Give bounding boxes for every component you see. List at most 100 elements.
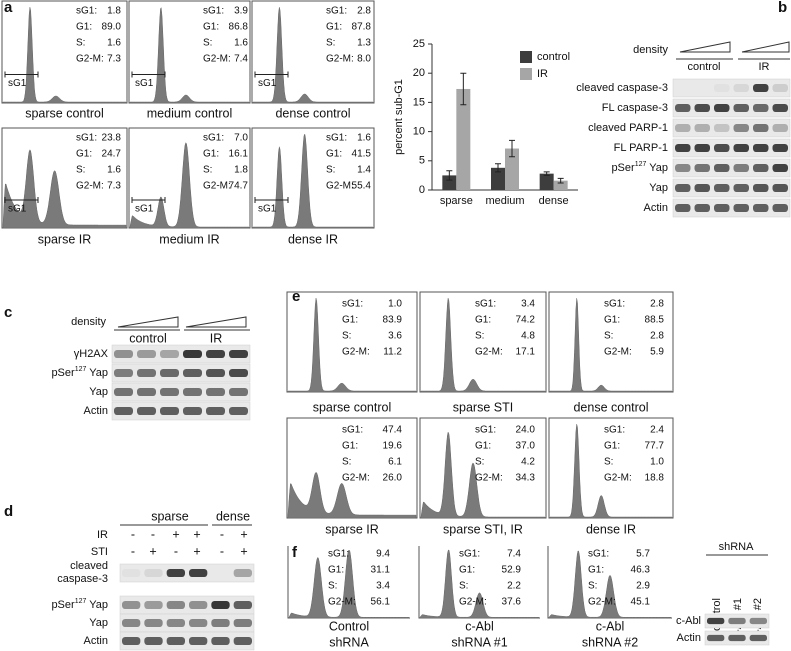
bar xyxy=(491,167,505,190)
stat-value: 3.4 xyxy=(521,299,535,310)
blot-band xyxy=(229,406,248,416)
blot-band xyxy=(122,636,141,646)
blot-band xyxy=(166,636,185,646)
stat-value: 1.8 xyxy=(107,6,121,17)
blot-band xyxy=(714,143,730,153)
stat-label: sG1: xyxy=(203,133,224,144)
blot-band xyxy=(229,368,248,378)
blot-band xyxy=(707,617,725,625)
blot-strip xyxy=(672,118,791,138)
stat-label: G1: xyxy=(459,565,475,576)
blot-band xyxy=(694,103,710,113)
blot-band xyxy=(233,636,252,646)
stat-value: 88.5 xyxy=(645,315,665,326)
stat-label: G2-M: xyxy=(475,347,503,358)
density-label: density xyxy=(633,44,668,56)
histogram xyxy=(548,550,672,619)
stat-value: 37.0 xyxy=(516,441,536,452)
blot-band xyxy=(733,183,749,193)
blot-label: Yap xyxy=(89,386,108,398)
histogram xyxy=(252,7,374,104)
stat-value: 2.4 xyxy=(650,425,664,436)
histogram-caption: dense control xyxy=(275,106,350,120)
blot-label: Actin xyxy=(644,202,668,214)
blot-title: shRNA xyxy=(719,541,755,553)
stat-label: G2-M: xyxy=(342,473,370,484)
stat-value: 77.7 xyxy=(645,441,665,452)
stat-value: 2.8 xyxy=(357,6,371,17)
blot-band xyxy=(675,163,691,173)
stat-label: sG1: xyxy=(475,425,496,436)
stat-value: 18.8 xyxy=(645,473,665,484)
histogram xyxy=(129,7,250,104)
blot-strip xyxy=(119,631,255,651)
stat-value: 3.4 xyxy=(376,581,390,592)
stat-label: G2-M: xyxy=(76,181,104,192)
blot-band xyxy=(749,617,767,625)
stat-label: sG1: xyxy=(76,6,97,17)
blot-band xyxy=(675,143,691,153)
stat-label: G2-M: xyxy=(604,473,632,484)
histogram-caption: shRNA xyxy=(329,635,369,649)
bar xyxy=(539,173,554,190)
stat-value: 6.1 xyxy=(388,457,402,468)
blot-band xyxy=(753,103,769,113)
blot-band xyxy=(753,143,769,153)
stat-label: S: xyxy=(76,38,85,49)
blot-band xyxy=(114,368,133,378)
panel-letter: e xyxy=(292,288,300,305)
stat-value: 1.4 xyxy=(357,165,371,176)
condition-sign: - xyxy=(220,544,224,558)
stat-label: sG1: xyxy=(475,299,496,310)
stat-label: G1: xyxy=(203,149,219,160)
bar xyxy=(505,148,519,190)
blot-band xyxy=(694,183,710,193)
stat-value: 37.6 xyxy=(502,597,522,608)
bar xyxy=(456,88,471,190)
density-wedge xyxy=(679,41,731,53)
blot-band xyxy=(772,183,788,193)
blot-label: FL PARP-1 xyxy=(614,142,668,154)
stat-label: S: xyxy=(326,165,335,176)
stat-label: S: xyxy=(459,581,468,592)
condition-label: IR xyxy=(97,529,108,541)
stat-label: G2-M: xyxy=(475,473,503,484)
blot-label: Actin xyxy=(84,405,108,417)
y-tick-label: 20 xyxy=(413,67,425,79)
stat-label: sG1: xyxy=(342,299,363,310)
blot-band xyxy=(211,600,230,610)
blot-band xyxy=(189,568,208,578)
stat-value: 1.6 xyxy=(107,38,121,49)
sg1-gate xyxy=(131,197,166,203)
stat-value: 24.7 xyxy=(102,149,122,160)
histogram-caption: dense IR xyxy=(586,522,636,536)
bar xyxy=(553,180,568,190)
blot-band xyxy=(728,617,746,625)
stat-label: G2-M: xyxy=(588,597,616,608)
legend-label: control xyxy=(537,51,570,63)
blot-strip xyxy=(672,138,791,158)
histogram-caption: sparse control xyxy=(313,400,392,414)
stat-label: S: xyxy=(604,457,613,468)
blot-band xyxy=(137,406,156,416)
histogram-caption: dense control xyxy=(573,400,648,414)
blot-label: Actin xyxy=(84,635,108,647)
blot-strip xyxy=(111,401,251,421)
blot-band xyxy=(728,634,746,642)
blot-band xyxy=(189,618,208,628)
stat-label: S: xyxy=(588,581,597,592)
stat-label: G2-M: xyxy=(326,54,354,65)
blot-band xyxy=(694,143,710,153)
legend-swatch xyxy=(520,51,532,63)
blot-band xyxy=(753,183,769,193)
label-sup: 127 xyxy=(75,598,87,605)
y-tick-label: 10 xyxy=(413,126,425,138)
stat-value: 3.9 xyxy=(234,6,248,17)
histogram-caption: shRNA #1 xyxy=(451,635,507,649)
blot-band xyxy=(714,123,730,133)
blot-band xyxy=(183,406,202,416)
panel-letter: c xyxy=(4,304,12,321)
histogram-caption: c-Abl xyxy=(465,619,493,633)
histogram xyxy=(2,7,127,104)
